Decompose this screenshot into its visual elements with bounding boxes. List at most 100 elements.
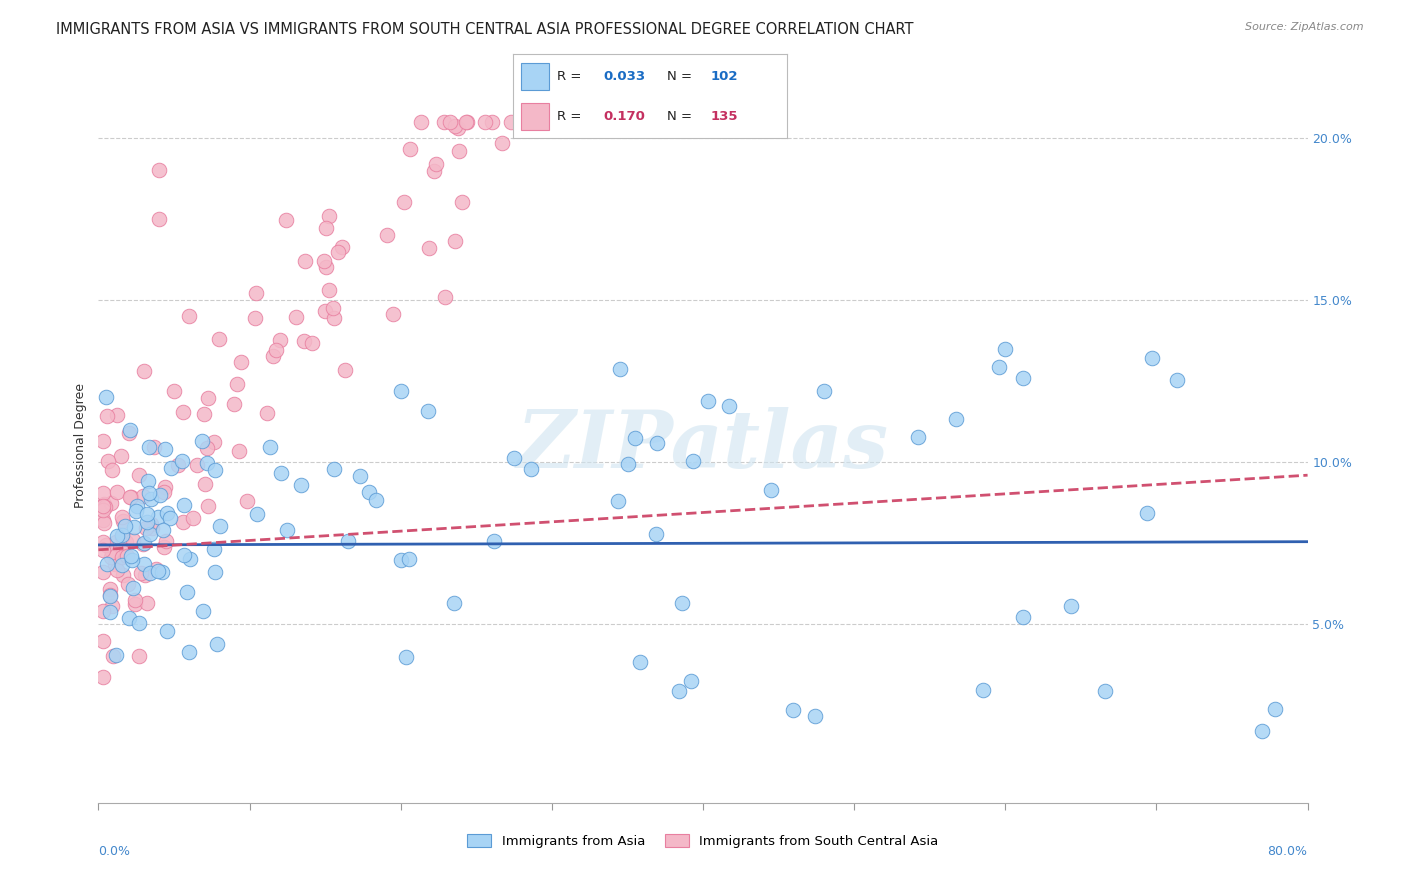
Point [91,670,114,684]
Point [994,342,1017,356]
Point [98,582,121,597]
Point [96,558,118,572]
Point [193,407,215,421]
Point [117,576,139,591]
Point [645,436,668,450]
Point [118,423,141,437]
Point [988,360,1011,375]
Point [696,393,718,408]
Point [172,454,194,468]
Point [503,451,526,466]
Point [520,462,543,476]
Point [499,114,522,128]
Point [197,392,219,406]
Point [228,443,250,458]
Point [718,399,741,413]
Point [1060,599,1083,613]
Point [136,516,159,530]
Point [141,521,163,535]
Point [443,596,465,610]
Point [91,434,114,448]
Point [120,491,142,505]
Point [229,355,252,369]
Point [138,526,160,541]
Point [166,458,188,472]
Point [150,565,173,579]
Point [111,549,134,564]
Point [208,519,231,533]
Point [141,517,163,532]
Point [318,209,340,223]
Point [94,500,117,515]
Text: 0.033: 0.033 [603,70,645,83]
Point [122,533,145,547]
Point [112,545,135,559]
Point [813,384,835,398]
Point [443,235,465,249]
Point [138,440,160,454]
Point [599,114,621,128]
Point [138,486,160,500]
Point [91,634,114,648]
Point [111,510,134,524]
Point [105,529,128,543]
Point [1166,373,1188,387]
Point [205,637,228,651]
Point [416,404,439,418]
Point [181,510,204,524]
Point [323,311,346,326]
Point [409,114,432,128]
Point [105,563,128,577]
Point [91,486,114,500]
Point [554,114,576,128]
Point [395,649,418,664]
Point [290,477,312,491]
Point [101,545,124,559]
Y-axis label: Professional Degree: Professional Degree [75,384,87,508]
Point [226,376,249,391]
Point [152,523,174,537]
Point [155,534,177,549]
Text: Source: ZipAtlas.com: Source: ZipAtlas.com [1246,22,1364,32]
Point [115,534,138,549]
Point [243,310,266,325]
Point [94,390,117,404]
Point [276,524,298,538]
Point [136,474,159,488]
Point [118,611,141,625]
Point [1011,371,1033,385]
Point [294,334,316,348]
Point [418,241,440,255]
Point [159,510,181,524]
Point [91,543,114,558]
Point [153,480,176,494]
Point [105,484,128,499]
Point [132,537,155,551]
Point [451,195,474,210]
Point [148,163,170,178]
Point [236,494,259,508]
Point [173,548,195,562]
Point [91,535,114,549]
Point [202,435,225,450]
Point [246,507,269,521]
Point [330,240,353,254]
Point [101,648,124,663]
Point [98,589,121,603]
Point [179,310,201,324]
Point [259,440,281,454]
Point [135,521,157,535]
Point [349,468,371,483]
Point [315,260,337,275]
Text: R =: R = [557,110,586,123]
Point [945,411,967,425]
Point [613,114,636,128]
Point [131,566,153,580]
Point [560,114,582,128]
Point [96,409,118,423]
Point [153,485,176,500]
Point [136,508,159,522]
Point [135,596,157,610]
Text: 0.0%: 0.0% [98,845,131,858]
Point [115,549,138,563]
